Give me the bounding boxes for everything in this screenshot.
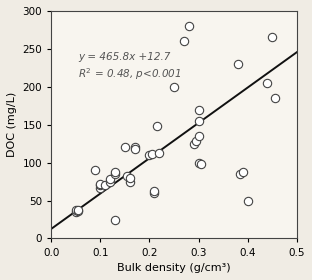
Point [113,217,118,222]
Point [149,151,154,156]
Point [73,210,78,214]
Point [73,208,78,213]
Point [98,185,103,190]
Point [196,134,201,138]
Point [113,172,118,176]
Y-axis label: DOC (mg/L): DOC (mg/L) [7,92,17,157]
Point [272,96,277,101]
Point [98,182,103,186]
Point [122,145,127,150]
Point [152,189,157,194]
Point [103,183,108,188]
Point [240,169,245,174]
Point [194,139,199,144]
Text: y = 465.8x +12.7: y = 465.8x +12.7 [78,52,171,62]
Point [108,177,113,181]
Point [127,179,132,184]
Point [196,119,201,123]
Point [238,172,243,176]
Point [235,62,240,66]
Point [93,168,98,172]
Point [76,209,81,213]
Point [191,141,196,146]
Text: $R^2$ = 0.48, $p$<0.001: $R^2$ = 0.48, $p$<0.001 [78,66,182,82]
Point [76,207,81,212]
Point [196,160,201,165]
Point [125,174,130,179]
Point [196,107,201,112]
Point [113,170,118,175]
Point [157,151,162,155]
Point [147,153,152,157]
Point [245,198,250,203]
Point [154,124,159,129]
Point [181,39,186,43]
Point [152,191,157,195]
Point [270,35,275,40]
Point [198,162,203,166]
Point [132,147,137,151]
Point [265,81,270,85]
Point [132,145,137,150]
Point [186,24,191,28]
Point [98,183,103,188]
Point [172,85,177,89]
Point [108,179,113,184]
Point [127,176,132,180]
X-axis label: Bulk density (g/cm³): Bulk density (g/cm³) [117,263,231,273]
